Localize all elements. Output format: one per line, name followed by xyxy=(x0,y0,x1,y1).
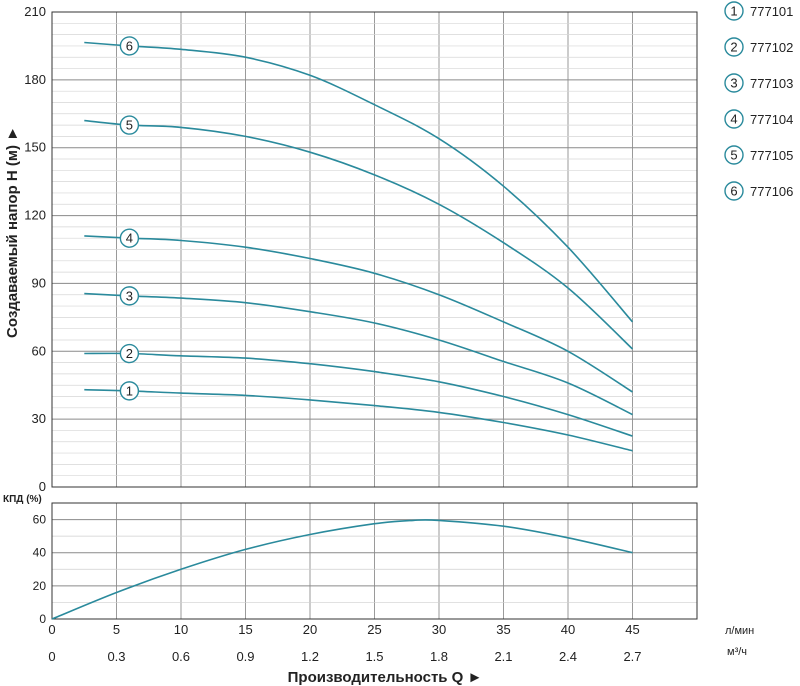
x-tick-label-m3h: 0.9 xyxy=(236,649,254,664)
curve-marker-3 xyxy=(119,286,140,306)
series-layer: 1 2 3 4 5 6 xyxy=(51,36,634,620)
curve-marker-label: 5 xyxy=(126,118,133,133)
head-y-tick-label: 0 xyxy=(39,479,46,494)
curve-marker-label: 2 xyxy=(126,346,133,361)
x-tick-label-m3h: 0 xyxy=(48,649,55,664)
curve-marker-4 xyxy=(119,228,140,248)
head-axis-label: Создаваемый напор H (м) ► xyxy=(4,126,21,338)
curve-marker-2 xyxy=(119,343,140,364)
head-curve-777105 xyxy=(84,119,634,350)
x-tick-label-m3h: 1.2 xyxy=(301,649,319,664)
legend-marker-2 xyxy=(724,37,744,57)
x-tick-label-lmin: 45 xyxy=(625,622,639,637)
head-curve-777106 xyxy=(84,41,634,323)
legend-marker-3 xyxy=(724,73,744,93)
eff-y-tick-label: 40 xyxy=(33,546,47,560)
legend-item-777104: 777104 xyxy=(750,112,793,127)
x-tick-label-m3h: 0.6 xyxy=(172,649,190,664)
legend-item-777102: 777102 xyxy=(750,40,793,55)
legend-item-777101: 777101 xyxy=(750,4,793,19)
x-tick-label-lmin: 10 xyxy=(174,622,188,637)
x-tick-label-lmin: 25 xyxy=(367,622,381,637)
head-curve-777104 xyxy=(84,235,633,393)
efficiency-curve xyxy=(51,519,633,620)
head-y-tick-label: 120 xyxy=(24,208,46,223)
head-curve-777103 xyxy=(84,292,633,416)
flow-units-m3h: м³/ч xyxy=(727,646,747,658)
curve-marker-label: 6 xyxy=(126,38,133,53)
legend: 1 777101 2 777102 3 777103 4 777104 5 777105 6 7771… xyxy=(724,1,793,201)
x-tick-label-lmin: 40 xyxy=(561,622,575,637)
eff-y-tick-label: 60 xyxy=(33,513,47,527)
x-tick-label-lmin: 5 xyxy=(113,622,120,637)
x-tick-label-m3h: 2.7 xyxy=(623,649,641,664)
head-y-tick-label: 180 xyxy=(24,72,46,87)
legend-marker-5 xyxy=(724,145,744,165)
eff-y-tick-label: 0 xyxy=(39,612,46,626)
x-tick-label-lmin: 0 xyxy=(48,622,55,637)
legend-marker-label: 3 xyxy=(730,76,737,91)
eff-y-tick-label: 20 xyxy=(33,579,47,593)
eff-plot-frame xyxy=(51,502,698,620)
head-y-tick-label: 90 xyxy=(32,275,46,290)
head-plot-frame xyxy=(51,11,698,488)
x-tick-label-lmin: 30 xyxy=(432,622,446,637)
flow-units-lmin: л/мин xyxy=(725,625,754,637)
x-tick-label-lmin: 35 xyxy=(496,622,510,637)
curve-marker-1 xyxy=(119,381,140,401)
legend-marker-label: 2 xyxy=(730,40,737,55)
head-curve-777102 xyxy=(84,352,633,437)
curve-marker-label: 1 xyxy=(126,383,133,398)
legend-marker-4 xyxy=(724,109,744,129)
x-tick-label-m3h: 0.3 xyxy=(107,649,125,664)
grid-layer xyxy=(52,12,697,619)
head-y-tick-label: 210 xyxy=(24,4,46,19)
head-y-tick-label: 30 xyxy=(32,411,46,426)
legend-marker-label: 5 xyxy=(730,148,737,163)
curve-marker-5 xyxy=(119,115,140,135)
x-tick-label-m3h: 1.5 xyxy=(365,649,383,664)
legend-marker-6 xyxy=(724,181,744,201)
legend-marker-label: 1 xyxy=(730,4,737,19)
curve-marker-label: 4 xyxy=(126,231,133,246)
head-curve-777101 xyxy=(84,388,633,452)
legend-marker-label: 4 xyxy=(730,112,737,127)
x-tick-label-lmin: 20 xyxy=(303,622,317,637)
flow-axis-label: Производительность Q ► xyxy=(288,669,483,686)
plot-frames xyxy=(51,11,698,620)
head-y-tick-label: 60 xyxy=(32,343,46,358)
x-tick-label-m3h: 2.4 xyxy=(559,649,577,664)
curve-marker-6 xyxy=(119,36,140,56)
efficiency-axis-label: КПД (%) xyxy=(3,494,42,505)
x-tick-label-m3h: 2.1 xyxy=(494,649,512,664)
legend-item-777105: 777105 xyxy=(750,148,793,163)
curve-marker-label: 3 xyxy=(126,288,133,303)
legend-marker-label: 6 xyxy=(730,184,737,199)
x-tick-label-m3h: 1.8 xyxy=(430,649,448,664)
x-tick-label-lmin: 15 xyxy=(238,622,252,637)
head-y-tick-label: 150 xyxy=(24,140,46,155)
legend-marker-1 xyxy=(724,1,744,21)
legend-item-777103: 777103 xyxy=(750,76,793,91)
legend-item-777106: 777106 xyxy=(750,184,793,199)
